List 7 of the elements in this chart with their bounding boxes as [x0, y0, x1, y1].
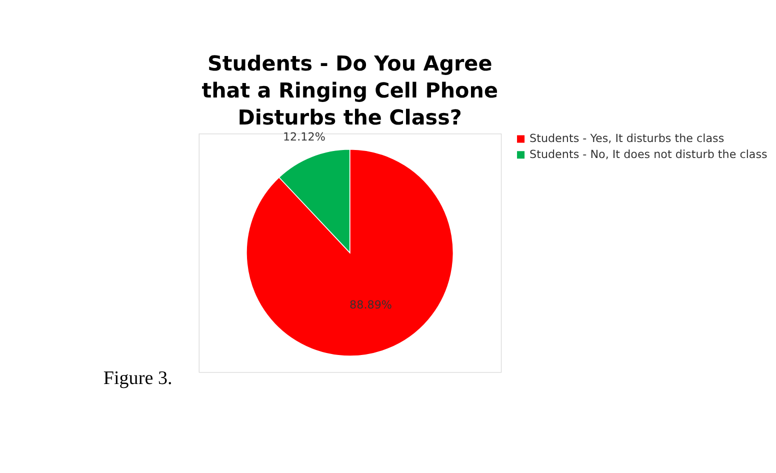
- data-label: 88.89%: [350, 298, 392, 312]
- legend-label: Students - Yes, It disturbs the class: [530, 132, 724, 146]
- caption: Figure 3.: [103, 368, 172, 389]
- legend-label: Students - No, It does not disturb the class: [530, 148, 768, 162]
- data-label: 12.12%: [282, 130, 326, 144]
- chart-title: Students - Do You Agree that a Ringing Cell Phone Disturbs the Class?: [202, 52, 498, 130]
- pie-slice: [246, 148, 454, 356]
